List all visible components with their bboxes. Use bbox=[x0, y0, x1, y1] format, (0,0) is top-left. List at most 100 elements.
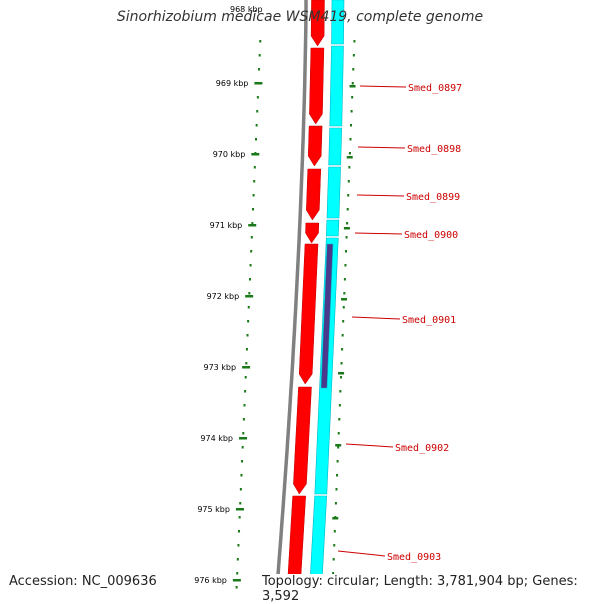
scale-dot bbox=[245, 362, 248, 365]
scale-dot bbox=[236, 572, 239, 575]
scale-dot bbox=[235, 586, 238, 589]
gene-tick-dot bbox=[346, 222, 349, 225]
forward-gene-arrow bbox=[305, 222, 320, 244]
scale-dot bbox=[253, 166, 256, 169]
gene-leader-line bbox=[357, 146, 406, 149]
scale-dot bbox=[248, 278, 251, 281]
kbp-label: 969 kbp bbox=[216, 79, 249, 88]
kbp-tick bbox=[254, 82, 263, 85]
scale-dot bbox=[246, 334, 249, 337]
scale-dot bbox=[248, 292, 251, 295]
forward-gene-arrow bbox=[306, 168, 322, 221]
scale-dot bbox=[255, 124, 258, 127]
kbp-tick bbox=[235, 508, 244, 511]
scale-dot bbox=[256, 96, 259, 99]
gene-leader-line bbox=[345, 443, 394, 448]
scale-dot bbox=[252, 194, 255, 197]
gene-label: Smed_0900 bbox=[404, 230, 458, 241]
kbp-label: 974 kbp bbox=[200, 434, 233, 443]
reverse-gene-block bbox=[329, 45, 344, 127]
scale-dot bbox=[241, 460, 244, 463]
gene-tick-dot bbox=[347, 194, 350, 197]
kbp-label: 973 kbp bbox=[203, 363, 236, 372]
forward-gene-arrow bbox=[298, 243, 319, 385]
kbp-tick bbox=[232, 579, 241, 582]
gene-tick-dot bbox=[333, 530, 336, 533]
scale-dot bbox=[247, 320, 250, 323]
reverse-strand-track bbox=[308, 0, 356, 600]
scale-dot bbox=[237, 544, 240, 547]
gene-tick-dot bbox=[345, 250, 347, 253]
gene-tick-dot bbox=[351, 82, 354, 85]
gene-tick bbox=[341, 298, 348, 301]
gene-tick-dot bbox=[337, 432, 340, 435]
scale-dot bbox=[244, 390, 247, 393]
scale-dot bbox=[242, 432, 245, 435]
gene-tick bbox=[349, 85, 356, 88]
gene-tick-dot bbox=[346, 208, 349, 211]
scale-dot bbox=[243, 404, 246, 407]
forward-gene-arrow bbox=[309, 47, 325, 125]
gene-tick-dot bbox=[338, 418, 341, 421]
backbone-line bbox=[274, 0, 308, 600]
gene-tick-dot bbox=[335, 488, 338, 491]
kbp-label: 970 kbp bbox=[213, 150, 246, 159]
gene-tick-dot bbox=[332, 558, 335, 561]
gene-tick-dot bbox=[342, 306, 345, 309]
gene-tick bbox=[343, 227, 350, 230]
gene-leader-line bbox=[337, 550, 386, 557]
gene-tick-dot bbox=[352, 68, 355, 71]
reverse-gene-block bbox=[326, 166, 341, 219]
gene-tick-dot bbox=[340, 362, 343, 365]
kbp-tick bbox=[245, 295, 254, 298]
kbp-label: 976 kbp bbox=[194, 576, 227, 585]
gene-tick-dot bbox=[343, 292, 346, 295]
gene-label: Smed_0899 bbox=[406, 192, 460, 203]
gene-tick-dot bbox=[344, 264, 347, 267]
scale-dot bbox=[250, 236, 253, 239]
reverse-gene-block bbox=[328, 127, 343, 166]
scale-dot bbox=[245, 348, 248, 351]
kbp-tick bbox=[239, 437, 248, 440]
gene-tick-dot bbox=[353, 40, 356, 43]
gene-tick-dot bbox=[348, 152, 351, 155]
gene-label: Smed_0902 bbox=[395, 443, 449, 454]
scale-dot bbox=[247, 306, 250, 309]
gene-tick-dot bbox=[337, 446, 340, 449]
backbone-track bbox=[274, 0, 308, 600]
scale-dot bbox=[256, 110, 259, 113]
genome-title: Sinorhizobium medicae WSM419, complete g… bbox=[116, 9, 484, 25]
gene-tick-dot bbox=[345, 236, 348, 239]
kbp-label-partial: 968 kbp bbox=[230, 5, 263, 14]
forward-gene-arrow bbox=[310, 0, 325, 47]
gene-leader-line bbox=[356, 194, 405, 197]
gene-leader-line bbox=[354, 232, 403, 235]
scale-dot bbox=[258, 68, 261, 71]
gene-tick-dot bbox=[351, 96, 354, 99]
accession-text: Accession: NC_009636 bbox=[7, 574, 159, 589]
gene-tick-dot bbox=[352, 54, 355, 57]
scale-dot bbox=[250, 250, 253, 253]
gene-tick-dot bbox=[339, 376, 342, 379]
gene-tick-dot bbox=[336, 460, 339, 463]
scale-dot bbox=[244, 376, 247, 379]
scale-dot bbox=[236, 558, 239, 561]
gene-tick-dot bbox=[347, 180, 350, 183]
scale-dot bbox=[251, 208, 254, 211]
gene-tick bbox=[335, 444, 342, 447]
gene-tick-dot bbox=[349, 138, 352, 141]
gene-tick-dot bbox=[333, 544, 336, 547]
gene-label: Smed_0897 bbox=[408, 83, 462, 94]
scale-dot bbox=[242, 418, 245, 421]
gene-tick-dot bbox=[341, 348, 344, 351]
scale-dot bbox=[239, 502, 242, 505]
scale-dot bbox=[253, 180, 256, 183]
gene-tick-dot bbox=[342, 320, 345, 323]
gene-tick-dot bbox=[341, 334, 344, 337]
gene-tick-dot bbox=[336, 474, 339, 477]
scale-dot bbox=[238, 516, 241, 519]
summary-text: Topology: circular; Length: 3,781,904 bp… bbox=[260, 574, 600, 604]
scale-dot bbox=[241, 446, 244, 449]
gene-tick-dot bbox=[343, 278, 346, 281]
